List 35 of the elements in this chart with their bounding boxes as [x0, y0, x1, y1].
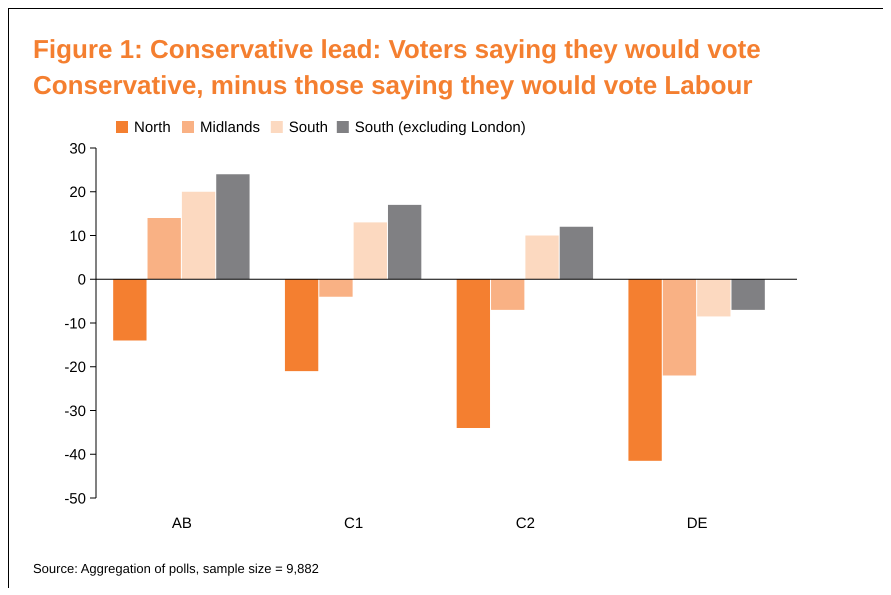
legend-label: North: [134, 119, 171, 136]
bar: [697, 279, 730, 316]
y-tick-label: 0: [78, 272, 86, 288]
bar: [662, 279, 696, 376]
x-tick-label: DE: [686, 515, 708, 532]
y-tick-label: 30: [69, 140, 86, 158]
x-tick-label: C1: [344, 515, 364, 532]
bar: [560, 226, 594, 280]
y-tick-label: -30: [64, 402, 86, 420]
bar: [284, 279, 318, 372]
y-tick-label: -20: [64, 359, 86, 376]
bar: [216, 174, 250, 280]
y-tick-label: -10: [64, 315, 86, 332]
y-tick-label: 20: [69, 184, 86, 201]
bar: [148, 218, 181, 280]
bar: [491, 279, 524, 310]
bar: [731, 279, 765, 310]
x-tick-label: C2: [516, 515, 535, 532]
legend-label: Midlands: [200, 119, 260, 136]
bar: [388, 204, 422, 280]
bar: [456, 279, 490, 428]
legend-label: South: [288, 119, 328, 136]
y-tick-label: 10: [69, 228, 86, 245]
x-tick-label: AB: [172, 515, 192, 532]
bar: [628, 279, 662, 461]
y-tick-label: -50: [64, 490, 86, 508]
y-tick-label: -40: [64, 446, 86, 464]
legend-label: South (excluding London): [354, 119, 526, 136]
chart-title: Figure 1: Conservative lead: Voters saying they would vote Conservative, minus those saying they would vote Labour: [33, 34, 761, 100]
bar: [319, 279, 353, 297]
bar: [113, 279, 147, 340]
bar: [354, 222, 387, 280]
bar: [182, 192, 216, 280]
bar: [525, 236, 559, 280]
source-note: Source: Aggregation of polls, sample size = 9,882: [33, 561, 319, 576]
